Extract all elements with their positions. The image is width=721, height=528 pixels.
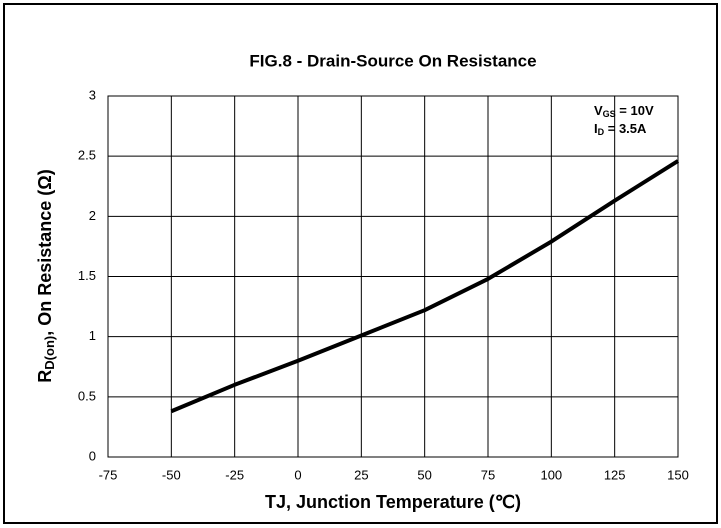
x-tick-label: 150 [667, 467, 689, 482]
y-tick-label: 1 [89, 328, 96, 343]
x-tick-label: -25 [225, 467, 244, 482]
annotation-rest: = 3.5A [604, 121, 647, 136]
x-tick-label: 0 [294, 467, 301, 482]
y-tick-label: 3 [89, 87, 96, 102]
annotation-rest: = 10V [616, 103, 654, 118]
annotation-main: V [594, 103, 603, 118]
x-tick-label: 125 [604, 467, 626, 482]
x-tick-label: -50 [162, 467, 181, 482]
annotation-sub: GS [603, 109, 616, 119]
y-label-main: R [35, 370, 55, 383]
y-tick-label: 2 [89, 208, 96, 223]
chart-title: FIG.8 - Drain-Source On Resistance [249, 51, 536, 70]
x-tick-label: 50 [417, 467, 431, 482]
y-tick-label: 2.5 [78, 148, 96, 163]
data-line [170, 159, 680, 414]
annotation: VGS = 10V [594, 103, 654, 119]
y-label-rest: , On Resistance (Ω) [35, 169, 55, 335]
frame [3, 3, 718, 524]
y-tick-label: 0 [89, 448, 96, 463]
y-label-sub: D(on) [42, 336, 57, 370]
annotation-sub: D [598, 127, 605, 137]
x-axis-label: TJ, Junction Temperature (℃) [265, 492, 521, 512]
y-tick-label: 1.5 [78, 268, 96, 283]
y-axis-label: RD(on), On Resistance (Ω) [35, 169, 58, 382]
x-tick-label: -75 [99, 467, 118, 482]
annotation-main: I [594, 121, 598, 136]
x-tick-label: 100 [540, 467, 562, 482]
x-tick-label: 75 [481, 467, 495, 482]
plot-border [107, 95, 679, 458]
y-tick-label: 0.5 [78, 388, 96, 403]
x-tick-label: 25 [354, 467, 368, 482]
